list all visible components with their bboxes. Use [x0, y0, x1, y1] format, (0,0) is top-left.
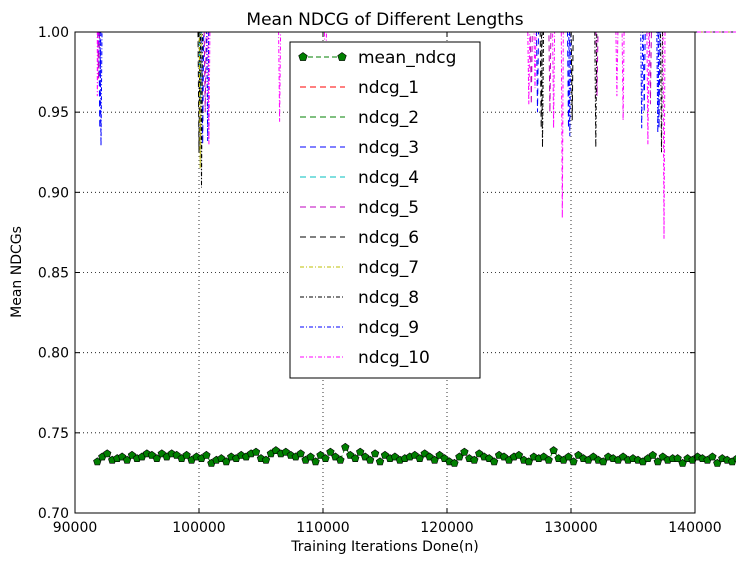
legend-label: ndcg_2 [358, 108, 419, 128]
mean-ndcg-point [649, 451, 657, 458]
mean-ndcg-point [565, 453, 573, 460]
chart-title: Mean NDCG of Different Lengths [246, 10, 523, 30]
y-tick-label: 0.75 [38, 426, 69, 442]
mean-ndcg-point [709, 453, 717, 460]
mean-ndcg-point [371, 450, 379, 457]
legend-label: ndcg_6 [358, 228, 419, 248]
y-tick-label: 0.85 [38, 266, 69, 282]
mean-ndcg-point [103, 450, 111, 457]
mean-ndcg-point [252, 448, 260, 455]
y-tick-label: 1.00 [38, 25, 69, 41]
mean-ndcg-markers [94, 443, 736, 474]
x-tick-label: 130000 [544, 520, 597, 536]
y-tick-label: 0.80 [38, 346, 69, 362]
mean-ndcg-point [461, 448, 469, 455]
y-axis-label: Mean NDCGs [9, 226, 25, 318]
x-tick-label: 120000 [420, 520, 473, 536]
y-tick-label: 0.70 [38, 506, 69, 522]
mean-ndcg-point [297, 450, 305, 457]
legend-label: ndcg_5 [358, 198, 419, 218]
x-tick-label: 140000 [668, 520, 721, 536]
mean-ndcg-point [674, 455, 682, 462]
x-tick-label: 110000 [296, 520, 349, 536]
y-tick-label: 0.95 [38, 105, 69, 121]
x-tick-label: 100000 [172, 520, 225, 536]
x-tick-label: 90000 [53, 520, 98, 536]
legend-label: mean_ndcg [358, 48, 456, 68]
mean-ndcg-point [307, 453, 315, 460]
x-axis-label: Training Iterations Done(n) [290, 539, 478, 555]
legend: mean_ndcg ndcg_1 ndcg_2 ndcg_3 ndcg_4 ndcg_5n… [290, 42, 480, 378]
legend-label: ndcg_9 [358, 318, 419, 338]
mean-ndcg-point [183, 451, 191, 458]
mean-ndcg-point [550, 447, 558, 454]
mean-ndcg-point [342, 443, 350, 450]
legend-label: ndcg_7 [358, 258, 419, 278]
mean-ndcg-point [203, 451, 211, 458]
legend-label: ndcg_3 [358, 138, 419, 158]
mean-ndcg-point [515, 451, 523, 458]
legend-label: ndcg_1 [358, 78, 419, 98]
legend-label: ndcg_10 [358, 348, 430, 368]
legend-label: ndcg_8 [358, 288, 419, 308]
legend-label: ndcg_4 [358, 168, 419, 188]
y-tick-label: 0.90 [38, 185, 69, 201]
